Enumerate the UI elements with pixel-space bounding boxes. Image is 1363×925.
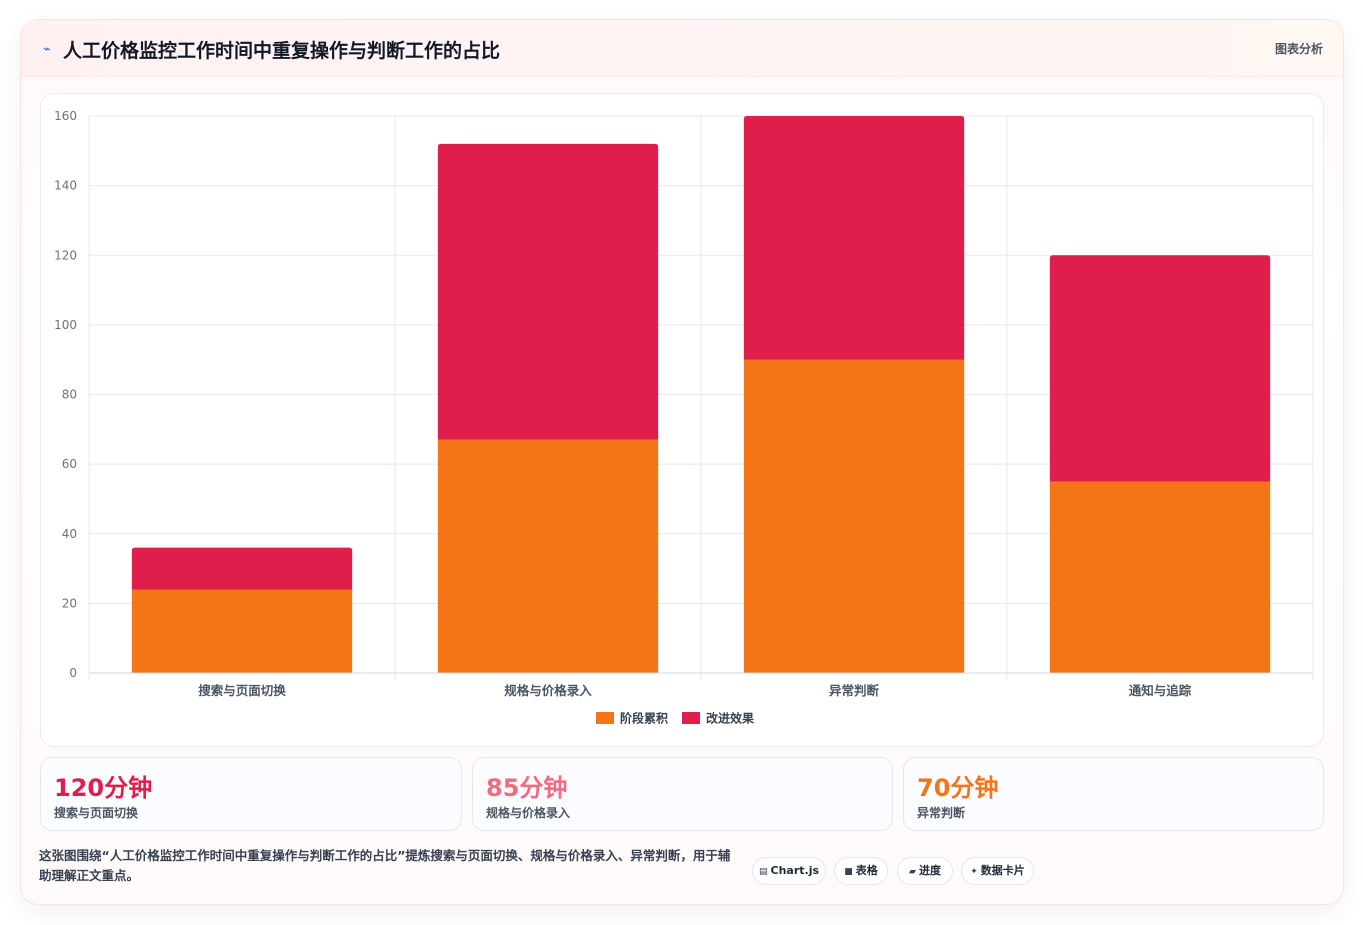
stat-value: 70分钟 (917, 774, 999, 802)
legend-label: 改进效果 (706, 711, 754, 726)
legend-swatch (596, 712, 614, 724)
progress-icon: ▰ (909, 867, 916, 877)
stat-label: 异常判断 (917, 806, 966, 820)
bar-improvement (1049, 255, 1271, 482)
chart-analysis-tag: 图表分析 (1274, 42, 1323, 56)
bar-cumulative (1049, 481, 1271, 673)
legend-label: 阶段累积 (620, 711, 668, 726)
x-tick-label: 规格与价格录入 (504, 683, 592, 698)
table-icon: ■ (844, 867, 853, 877)
y-tick-label: 160 (54, 109, 77, 123)
chart-panel: 0 20 40 60 80 100 120 140 160 搜索与页面切换 规格与价格录入 异常判断 通… (40, 93, 1324, 747)
chart-card: ⌁ 人工价格监控工作时间中重复操作与判断工作的占比 图表分析 0 20 40 60 80… (20, 19, 1344, 905)
chip-label: 表格 (855, 864, 878, 877)
chip-label: Chart.js (770, 864, 820, 877)
chip-data-card[interactable]: ✦ 数据卡片 (961, 857, 1034, 885)
stat-label: 搜索与页面切换 (54, 806, 139, 820)
chip-label: 进度 (918, 864, 941, 877)
y-tick-label: 60 (62, 457, 77, 471)
chart-icon: ▤ (758, 867, 768, 877)
bar-cumulative (437, 439, 659, 673)
bar-cumulative (131, 589, 353, 673)
bar-improvement (437, 143, 659, 440)
y-tick-label: 120 (54, 248, 77, 262)
chip-chartjs[interactable]: ▤ Chart.js (752, 857, 826, 885)
x-tick-label: 异常判断 (829, 683, 880, 698)
stat-card-1: 120分钟 搜索与页面切换 (40, 757, 462, 831)
sparkle-icon: ⌁ (43, 42, 51, 57)
y-tick-label: 100 (54, 318, 77, 332)
legend-swatch (682, 712, 700, 724)
card-title: 人工价格监控工作时间中重复操作与判断工作的占比 (63, 40, 501, 62)
stat-value: 120分钟 (54, 774, 153, 802)
bar-improvement (131, 547, 353, 590)
bar-improvement (743, 116, 965, 360)
chip-table[interactable]: ■ 表格 (834, 857, 888, 885)
y-tick-label: 40 (62, 527, 77, 541)
chart-description: 这张图围绕“人工价格监控工作时间中重复操作与判断工作的占比”提炼搜索与页面切换、… (39, 848, 731, 883)
stat-value: 85分钟 (486, 774, 568, 802)
bar-cumulative (743, 359, 965, 673)
y-tick-label: 0 (69, 666, 77, 680)
stat-label: 规格与价格录入 (486, 806, 571, 820)
x-tick-label: 搜索与页面切换 (198, 683, 286, 698)
chip-progress[interactable]: ▰ 进度 (897, 857, 953, 885)
stat-card-3: 70分钟 异常判断 (903, 757, 1324, 831)
card-icon: ✦ (970, 867, 978, 877)
card-header: ⌁ 人工价格监控工作时间中重复操作与判断工作的占比 图表分析 (21, 20, 1343, 77)
stat-card-2: 85分钟 规格与价格录入 (472, 757, 893, 831)
y-tick-label: 20 (62, 596, 77, 610)
y-tick-label: 140 (54, 179, 77, 193)
y-tick-label: 80 (62, 388, 77, 402)
stacked-bar-chart: 0 20 40 60 80 100 120 140 160 搜索与页面切换 规格与价格录入 异常判断 通… (54, 109, 1314, 726)
x-tick-label: 通知与追踪 (1129, 683, 1192, 698)
chip-label: 数据卡片 (980, 864, 1025, 877)
